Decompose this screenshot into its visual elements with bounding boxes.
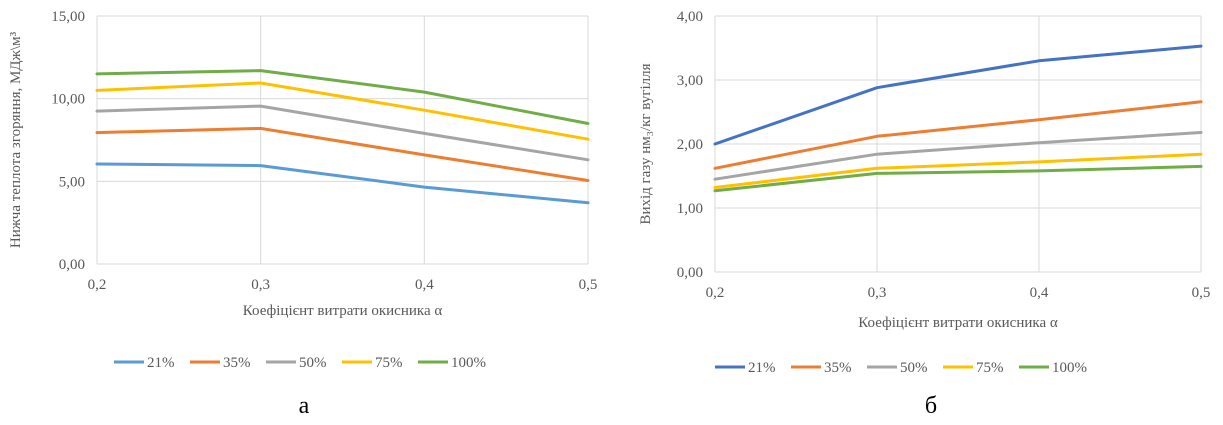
- chart1-x-tick-label: 0,2: [706, 285, 725, 301]
- chart1-series-line-21pct: [713, 44, 1203, 146]
- chart1-legend: 21% 35% 50% 75% 100%: [715, 360, 1087, 376]
- chart0-legend-label: 75%: [375, 355, 403, 371]
- chart0-y-tick-label: 5,00: [59, 174, 85, 190]
- chart0-series-line-100pct: [95, 69, 590, 125]
- chart1-x-tick-label: 0,3: [868, 285, 887, 301]
- chart0-y-tick-label: 10,00: [51, 92, 85, 108]
- chart-a-caption: а: [298, 393, 310, 419]
- chart0-x-tick-label: 0,4: [415, 277, 434, 293]
- chart0-legend: 21% 35% 50% 75% 100%: [114, 355, 486, 371]
- chart1-legend-label: 21%: [748, 360, 776, 376]
- chart1-x-tick-label: 0,4: [1030, 285, 1049, 301]
- chart1-y-tick-label: 0,00: [677, 265, 703, 281]
- chart0-x-tick-label: 0,5: [579, 277, 598, 293]
- chart1-series-line-100pct: [713, 164, 1203, 193]
- chart1-legend-label: 50%: [900, 360, 928, 376]
- chart1-y-axis-label: Вихід газу нм₃/кг вугілля: [638, 63, 654, 224]
- chart-panel-a: 0,00 5,00 10,00 15,00 0,2 0,3 0,4 0,5 Коефіцієнт…: [0, 0, 610, 425]
- chart1-y-tick-label: 2,00: [677, 137, 703, 153]
- chart0-y-tick-label: 0,00: [59, 257, 85, 273]
- chart0-series-line-50pct: [95, 104, 590, 162]
- chart0-legend-label: 100%: [451, 355, 486, 371]
- chart1-x-tick-label: 0,5: [1192, 285, 1211, 301]
- chart0-legend-label: 21%: [147, 355, 175, 371]
- chart1-x-axis-label: Коефіцієнт витрати окисника α: [858, 315, 1058, 331]
- chart0-x-tick-label: 0,3: [251, 277, 270, 293]
- chart1-legend-label: 35%: [824, 360, 852, 376]
- chart1-series-line-50pct: [713, 131, 1203, 181]
- chart0-legend-label: 35%: [223, 355, 251, 371]
- chart0-x-tick-label: 0,2: [88, 277, 107, 293]
- chart1-series-line-75pct: [713, 152, 1203, 189]
- chart-b-svg: 0,00 1,00 2,00 3,00 4,00 0,2 0,3 0,4 0,5 Коефіціє…: [638, 9, 1211, 376]
- chart1-legend-label: 100%: [1052, 360, 1087, 376]
- chart0-y-axis-label: Нижча теплота згоряння, МДж\м³: [8, 31, 24, 248]
- chart0-series-line-21pct: [95, 162, 590, 205]
- chart-b-caption: б: [924, 393, 938, 419]
- chart0-legend-label: 50%: [299, 355, 327, 371]
- chart-a-svg: 0,00 5,00 10,00 15,00 0,2 0,3 0,4 0,5 Коефіцієнт…: [8, 9, 598, 371]
- chart1-y-tick-label: 3,00: [677, 73, 703, 89]
- chart-panel-b: 0,00 1,00 2,00 3,00 4,00 0,2 0,3 0,4 0,5 Коефіціє…: [612, 0, 1223, 425]
- chart0-series-line-75pct: [95, 81, 590, 141]
- chart0-series-line-35pct: [95, 126, 590, 182]
- chart0-x-axis-label: Коефіцієнт витрати окисника α: [243, 303, 443, 319]
- chart1-y-tick-label: 1,00: [677, 201, 703, 217]
- chart1-series-line-35pct: [713, 100, 1203, 170]
- chart1-legend-label: 75%: [976, 360, 1004, 376]
- chart0-y-tick-label: 15,00: [51, 9, 85, 25]
- chart1-y-tick-label: 4,00: [677, 9, 703, 25]
